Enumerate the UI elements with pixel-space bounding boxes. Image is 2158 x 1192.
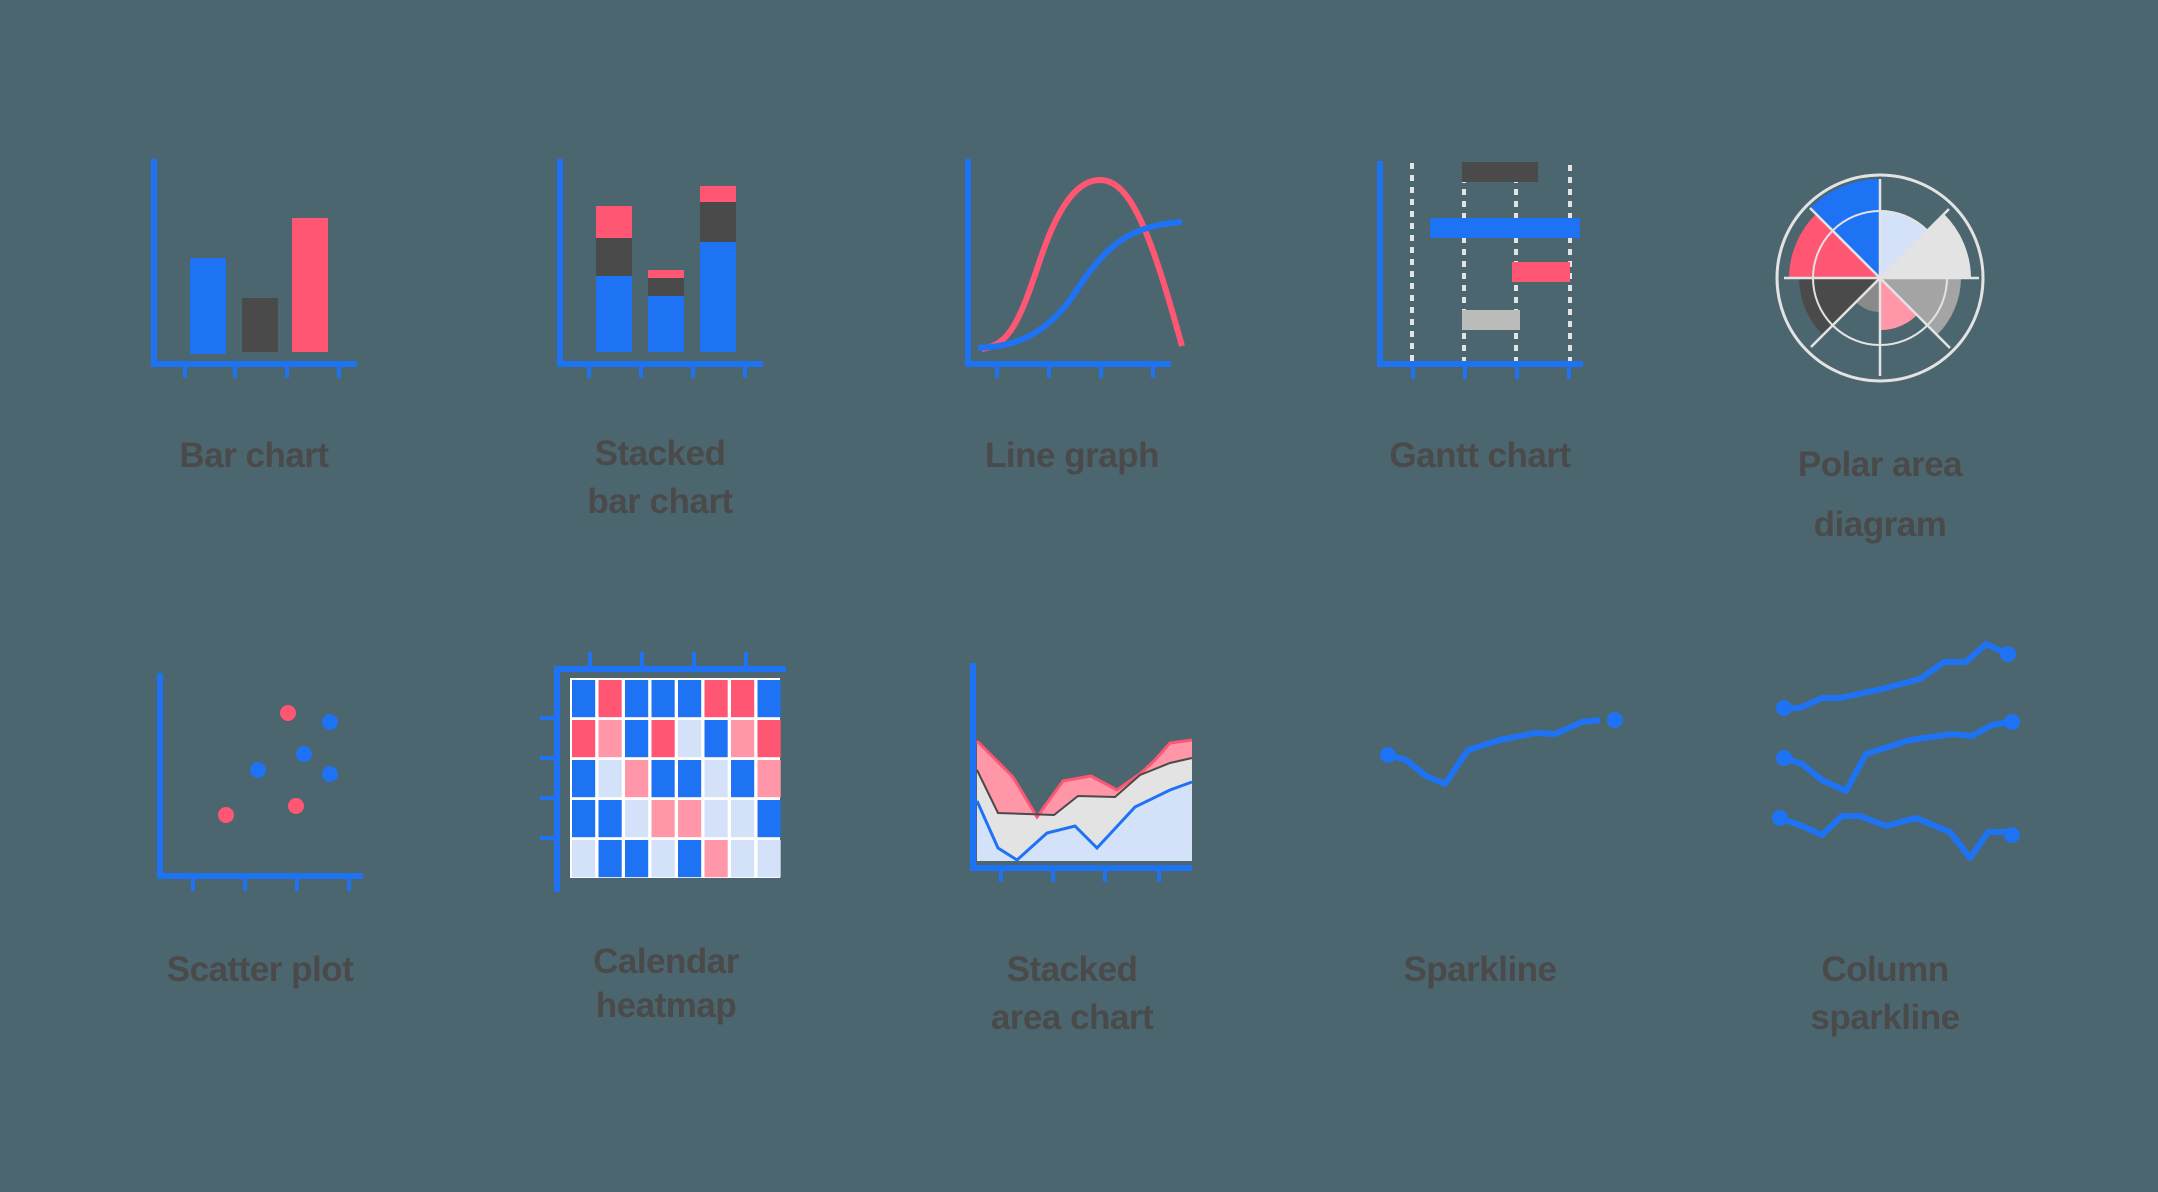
heatmap-cell xyxy=(572,680,596,718)
heatmap-cell xyxy=(678,720,702,758)
heatmap-cell xyxy=(572,800,596,838)
heatmap-cell xyxy=(598,680,622,718)
heatmap-cell xyxy=(572,720,596,758)
heatmap-cell xyxy=(625,680,649,718)
heatmap-cell xyxy=(731,680,755,718)
sparkline-icon xyxy=(1370,700,1630,820)
heatmap-cell xyxy=(704,760,728,798)
heatmap-cell xyxy=(598,720,622,758)
scatter-plot-label: Scatter plot xyxy=(166,950,354,989)
heatmap-cell xyxy=(757,680,781,718)
heatmap-cell xyxy=(651,840,675,878)
heatmap-cell xyxy=(757,800,781,838)
stacked-bar-chart-label: Stacked bar chart xyxy=(587,434,733,521)
heatmap-cell xyxy=(704,720,728,758)
heatmap-cell xyxy=(678,840,702,878)
column-sparkline-label: Column sparkline xyxy=(1810,950,1960,1037)
heatmap-cell xyxy=(625,840,649,878)
heatmap-cell xyxy=(704,680,728,718)
calendar-heatmap-icon xyxy=(530,648,790,898)
heatmap-cell xyxy=(651,720,675,758)
heatmap-cell xyxy=(704,800,728,838)
heatmap-cell xyxy=(731,800,755,838)
heatmap-cell xyxy=(757,840,781,878)
bar-chart-label: Bar chart xyxy=(179,436,329,475)
heatmap-cell xyxy=(625,800,649,838)
heatmap-cell xyxy=(625,720,649,758)
line-graph-label: Line graph xyxy=(985,436,1159,475)
stacked-area-chart-label: Stacked area chart xyxy=(990,950,1154,1037)
heatmap-cell xyxy=(598,760,622,798)
bar-chart-icon xyxy=(140,150,380,380)
line-graph-icon xyxy=(950,150,1190,380)
heatmap-cell xyxy=(678,800,702,838)
heatmap-cell xyxy=(757,760,781,798)
heatmap-cell xyxy=(572,760,596,798)
heatmap-cell xyxy=(651,760,675,798)
gantt-chart-icon xyxy=(1370,155,1610,385)
calendar-heatmap-label: Calendar heatmap xyxy=(593,942,739,1025)
stacked-area-chart-icon xyxy=(965,660,1205,890)
heatmap-grid xyxy=(572,680,781,878)
heatmap-cell xyxy=(704,840,728,878)
heatmap-cell xyxy=(757,720,781,758)
heatmap-cell xyxy=(678,680,702,718)
sparkline-label: Sparkline xyxy=(1403,950,1557,989)
heatmap-cell xyxy=(731,760,755,798)
heatmap-cell xyxy=(731,720,755,758)
heatmap-cell xyxy=(598,840,622,878)
heatmap-cell xyxy=(731,840,755,878)
scatter-plot-icon xyxy=(150,665,390,895)
heatmap-cell xyxy=(625,760,649,798)
heatmap-cell xyxy=(678,760,702,798)
heatmap-cell xyxy=(651,680,675,718)
heatmap-cell xyxy=(651,800,675,838)
heatmap-cell xyxy=(598,800,622,838)
heatmap-cell xyxy=(572,840,596,878)
column-sparkline-icon xyxy=(1760,630,2040,861)
stacked-bar-chart-icon xyxy=(545,150,785,380)
gantt-chart-label: Gantt chart xyxy=(1389,436,1571,475)
polar-area-diagram-label: Polar area diagram xyxy=(1797,445,1963,544)
polar-area-diagram-icon xyxy=(1770,168,1990,388)
